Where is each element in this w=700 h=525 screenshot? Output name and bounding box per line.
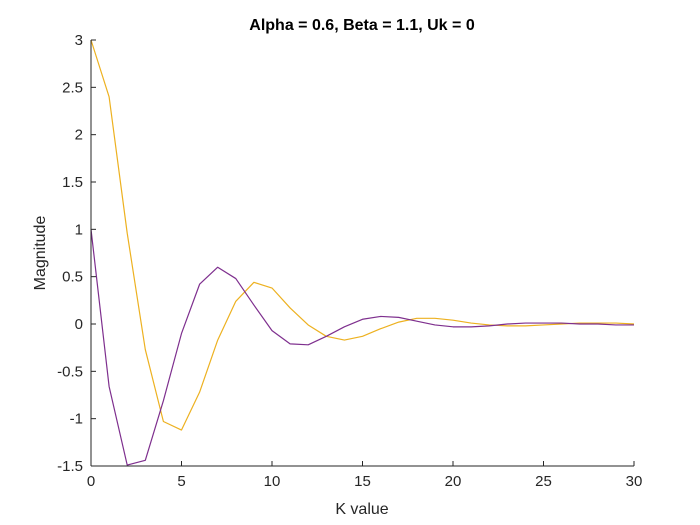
y-tick-label: 2 [75, 127, 83, 144]
x-tick-label: 20 [445, 473, 462, 490]
y-tick-label: -1 [70, 411, 83, 428]
y-tick-label: 2.5 [62, 79, 83, 96]
series-line-1 [90, 39, 635, 431]
y-tick-label: 0 [75, 316, 83, 333]
chart-title: Alpha = 0.6, Beta = 1.1, Uk = 0 [249, 17, 475, 34]
x-axis-label: K value [335, 501, 388, 518]
y-tick-label: -1.5 [57, 458, 83, 475]
x-tick-label: 25 [535, 473, 552, 490]
x-tick-label: 15 [354, 473, 371, 490]
y-tick-label: 1.5 [62, 174, 83, 191]
x-tick-label: 30 [626, 473, 643, 490]
y-tick-label: 1 [75, 221, 83, 238]
y-tick-label: -0.5 [57, 363, 83, 380]
y-tick-label: 0.5 [62, 269, 83, 286]
series-line-2 [90, 229, 634, 466]
x-tick-label: 10 [264, 473, 281, 490]
x-tick-label: 0 [87, 473, 95, 490]
plot-area: 0 5 10 15 20 25 30 -1.5 -1 -0.5 0 0.5 1 1.5 2 2.5 3 [57, 32, 642, 490]
y-axis-label: Magnitude [32, 216, 49, 291]
y-tick-label: 3 [75, 32, 83, 49]
x-tick-label: 5 [177, 473, 185, 490]
